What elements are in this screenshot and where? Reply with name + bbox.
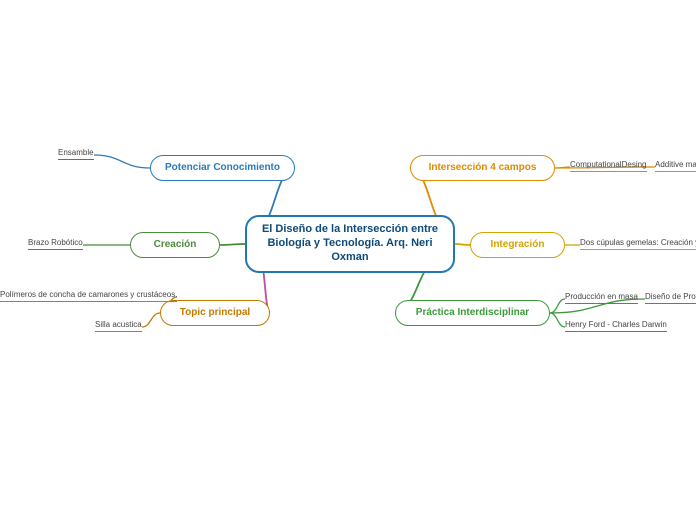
leaf-topicprincipal-1[interactable]: Silla acustica — [95, 320, 142, 329]
leaf-potenciar-0[interactable]: Ensamble — [58, 148, 94, 157]
leaf-practica-2[interactable]: Henry Ford - Charles Darwin — [565, 320, 667, 329]
leaf-topicprincipal-0[interactable]: Polímeros de concha de camarones y crust… — [0, 290, 177, 299]
leaf-practica-1[interactable]: Diseño de Productos a través de escalas — [645, 292, 696, 301]
leaf-label: Additive manufacturing — [655, 160, 696, 172]
branch-topicprincipal[interactable]: Topic principal — [160, 300, 270, 326]
leaf-label: Polímeros de concha de camarones y crust… — [0, 290, 177, 302]
branch-practica[interactable]: Práctica Interdisciplinar — [395, 300, 550, 326]
branch-label: Potenciar Conocimiento — [165, 162, 280, 175]
leaf-label: Henry Ford - Charles Darwin — [565, 320, 667, 332]
leaf-interseccion-1[interactable]: Additive manufacturing — [655, 160, 696, 169]
branch-label: Práctica Interdisciplinar — [416, 307, 529, 320]
leaf-label: Ensamble — [58, 148, 94, 160]
leaf-label: Brazo Robótico — [28, 238, 83, 250]
branch-label: Creación — [154, 239, 197, 252]
leaf-practica-0[interactable]: Producción en masa — [565, 292, 638, 301]
branch-label: Topic principal — [180, 307, 250, 320]
branch-creacion[interactable]: Creación — [130, 232, 220, 258]
center-node[interactable]: El Diseño de la Intersección entre Biolo… — [245, 215, 455, 273]
leaf-label: Producción en masa — [565, 292, 638, 304]
branch-label: Intersección 4 campos — [429, 162, 537, 175]
leaf-label: Silla acustica — [95, 320, 142, 332]
leaf-label: Diseño de Productos a través de escalas — [645, 292, 696, 304]
branch-label: Integración — [491, 239, 545, 252]
leaf-integracion-0[interactable]: Dos cúpulas gemelas: Creación y Naturale… — [580, 238, 696, 247]
leaf-label: ComputationalDesing — [570, 160, 647, 172]
leaf-interseccion-0[interactable]: ComputationalDesing — [570, 160, 647, 169]
leaf-creacion-0[interactable]: Brazo Robótico — [28, 238, 83, 247]
center-label: El Diseño de la Intersección entre Biolo… — [259, 223, 441, 264]
branch-potenciar[interactable]: Potenciar Conocimiento — [150, 155, 295, 181]
branch-interseccion[interactable]: Intersección 4 campos — [410, 155, 555, 181]
branch-integracion[interactable]: Integración — [470, 232, 565, 258]
leaf-label: Dos cúpulas gemelas: Creación y Naturale… — [580, 238, 696, 250]
